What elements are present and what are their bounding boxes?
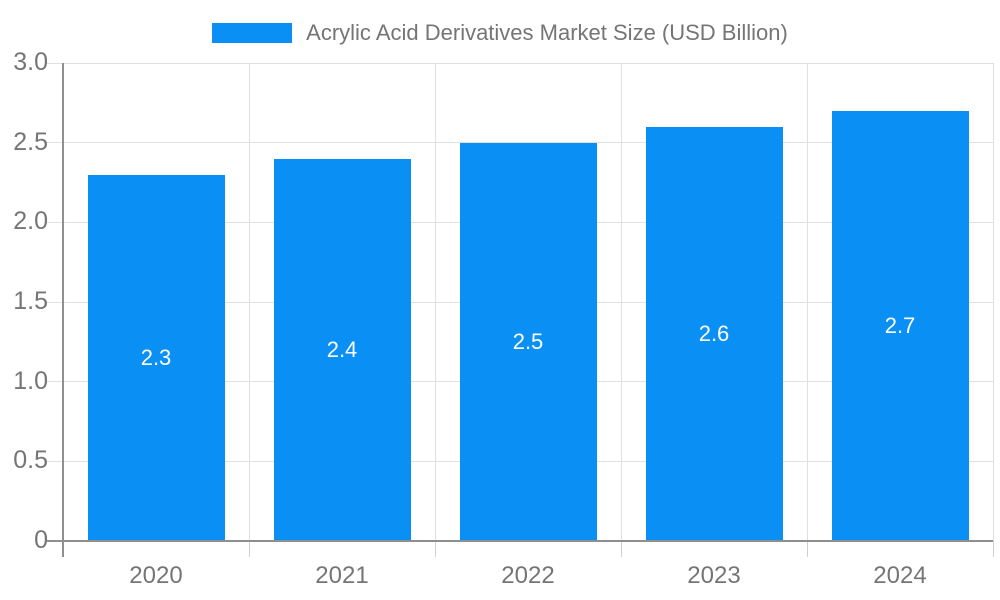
bar-value-label: 2.5 xyxy=(512,328,544,354)
category-gridline xyxy=(434,63,436,541)
y-axis-tick-label: 1.5 xyxy=(13,287,48,315)
bar[interactable] xyxy=(831,110,969,541)
y-axis-tick-label: 2.0 xyxy=(13,207,48,236)
x-axis-tick-label: 2022 xyxy=(501,562,555,589)
bar[interactable] xyxy=(645,126,783,541)
bar-value-label: 2.3 xyxy=(140,344,172,370)
x-axis-tick-label: 2024 xyxy=(873,562,927,589)
x-axis-tick xyxy=(248,541,250,557)
bar-value-label: 2.6 xyxy=(698,320,730,346)
y-gridline xyxy=(47,62,993,64)
bar-value-label: 2.4 xyxy=(326,336,358,362)
x-axis-tick xyxy=(620,541,622,557)
category-gridline xyxy=(992,63,994,541)
y-axis-tick-label: 1.0 xyxy=(13,366,48,395)
x-axis-tick-label: 2023 xyxy=(687,562,741,589)
x-axis-tick xyxy=(434,541,436,557)
y-axis-tick-label: 3.0 xyxy=(13,48,48,76)
x-axis-line xyxy=(47,540,993,542)
y-axis-line xyxy=(62,63,64,557)
legend-label: Acrylic Acid Derivatives Market Size (US… xyxy=(306,20,788,45)
legend-swatch xyxy=(212,23,293,43)
x-axis-tick xyxy=(806,541,808,557)
category-gridline xyxy=(620,63,622,541)
category-gridline xyxy=(806,63,808,541)
bar[interactable] xyxy=(459,142,597,541)
x-axis-tick-label: 2020 xyxy=(129,562,183,589)
y-axis-tick-label: 0 xyxy=(34,526,48,554)
bar[interactable] xyxy=(87,174,225,541)
x-axis-tick-label: 2021 xyxy=(315,562,369,589)
bar-value-label: 2.7 xyxy=(884,312,916,338)
y-axis-tick-label: 2.5 xyxy=(13,127,48,156)
bar[interactable] xyxy=(273,158,411,541)
chart-legend: Acrylic Acid Derivatives Market Size (US… xyxy=(0,20,1000,45)
category-gridline xyxy=(248,63,250,541)
x-axis-tick xyxy=(992,541,994,557)
y-axis-tick-label: 0.5 xyxy=(13,446,48,475)
